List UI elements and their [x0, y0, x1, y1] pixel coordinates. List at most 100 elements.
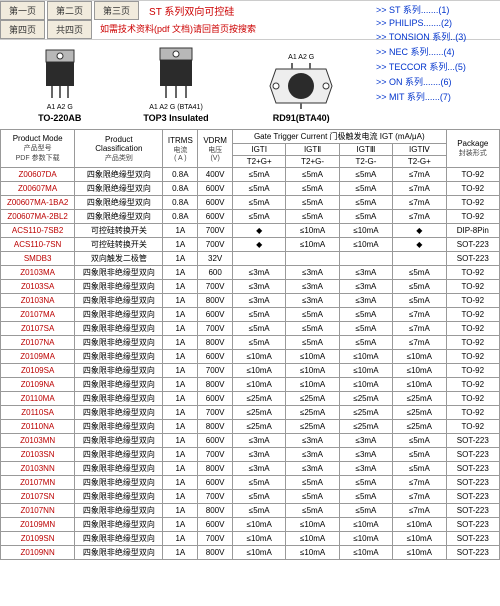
figure-label: RD91(BTA40) [264, 113, 338, 123]
cell: ≤10mA [286, 518, 339, 532]
cell: 1A [163, 448, 198, 462]
nav-tab[interactable]: 第三页 [94, 1, 139, 20]
cell: 可控硅转换开关 [75, 238, 163, 252]
th-classification: ProductClassification产品类别 [75, 130, 163, 168]
cell: 双向触发二极管 [75, 252, 163, 266]
cell: ≤7mA [393, 168, 446, 182]
cell[interactable]: Z0103MA [1, 266, 75, 280]
cell: ≤10mA [339, 350, 392, 364]
cell: 0.8A [163, 210, 198, 224]
cell: TO-92 [446, 294, 499, 308]
cell: ≤7mA [393, 210, 446, 224]
cell[interactable]: Z0110MA [1, 392, 75, 406]
cell[interactable]: ACS110-7SN [1, 238, 75, 252]
cell[interactable]: Z0109MA [1, 350, 75, 364]
cell: ≤5mA [233, 210, 286, 224]
side-link[interactable]: >> TONSION 系列..(3) [376, 29, 496, 44]
cell: TO-92 [446, 420, 499, 434]
side-link[interactable]: >> NEC 系列......(4) [376, 44, 496, 59]
cell[interactable]: Z0107SN [1, 490, 75, 504]
cell[interactable]: Z0107MA [1, 308, 75, 322]
cell[interactable]: Z0107NA [1, 336, 75, 350]
cell: ≤25mA [233, 392, 286, 406]
figure-pins: A1 A2 G (BTA41) [143, 104, 208, 111]
spec-table: Product Mode产品型号PDF 参数下载 ProductClassifi… [0, 129, 500, 560]
cell: 400V [198, 168, 233, 182]
cell[interactable]: Z0109NA [1, 378, 75, 392]
cell: ≤10mA [233, 350, 286, 364]
cell: ≤5mA [233, 182, 286, 196]
side-link[interactable]: >> ON 系列.......(6) [376, 74, 496, 89]
page-title: ST 系列双向可控硅 [141, 1, 242, 20]
cell[interactable]: Z00607MA-1BA2 [1, 196, 75, 210]
cell: ≤25mA [339, 392, 392, 406]
cell: 700V [198, 406, 233, 420]
cell[interactable]: Z0110SA [1, 406, 75, 420]
cell: ≤3mA [286, 462, 339, 476]
cell: ≤5mA [339, 210, 392, 224]
cell[interactable]: Z0103SN [1, 448, 75, 462]
cell: 四象限非绝缘型双向 [75, 308, 163, 322]
cell: 800V [198, 504, 233, 518]
cell: 600V [198, 518, 233, 532]
cell[interactable]: Z0109MN [1, 518, 75, 532]
cell: ≤7mA [393, 182, 446, 196]
table-row: Z0109SA四象限非绝缘型双向1A700V≤10mA≤10mA≤10mA≤10… [1, 364, 500, 378]
side-link[interactable]: >> PHILIPS.......(2) [376, 17, 496, 29]
cell: 1A [163, 434, 198, 448]
side-links: >> ST 系列.......(1)>> PHILIPS.......(2)>>… [376, 2, 496, 104]
cell[interactable]: Z0109NN [1, 546, 75, 560]
cell: ◆ [393, 224, 446, 238]
cell: 四象限非绝缘型双向 [75, 504, 163, 518]
cell[interactable]: Z00607MA [1, 182, 75, 196]
cell: ≤25mA [286, 406, 339, 420]
cell: 600V [198, 350, 233, 364]
cell: ≤5mA [286, 308, 339, 322]
cell[interactable]: Z00607DA [1, 168, 75, 182]
cell[interactable]: Z0110NA [1, 420, 75, 434]
table-row: Z00607MA-1BA2四象限绝缘型双向0.8A600V≤5mA≤5mA≤5m… [1, 196, 500, 210]
cell: 四象限非绝缘型双向 [75, 546, 163, 560]
cell: ≤10mA [339, 378, 392, 392]
cell: 700V [198, 322, 233, 336]
side-link[interactable]: >> MIT 系列......(7) [376, 89, 496, 104]
th-igt3: IGTⅢ [339, 144, 392, 156]
cell[interactable]: Z0107NN [1, 504, 75, 518]
cell: 800V [198, 294, 233, 308]
cell[interactable]: ACS110-7SB2 [1, 224, 75, 238]
cell: 0.8A [163, 182, 198, 196]
cell[interactable]: Z0109SA [1, 364, 75, 378]
figure-rd91: A1 A2 G RD91(BTA40) [264, 54, 338, 123]
nav-tab[interactable]: 共四页 [47, 20, 92, 39]
cell: TO-92 [446, 350, 499, 364]
cell[interactable]: Z00607MA-2BL2 [1, 210, 75, 224]
cell[interactable]: Z0107MN [1, 476, 75, 490]
cell[interactable]: Z0107SA [1, 322, 75, 336]
cell[interactable]: Z0103MN [1, 434, 75, 448]
nav-tab[interactable]: 第一页 [0, 1, 45, 20]
cell: ≤5mA [233, 308, 286, 322]
table-row: Z00607DA四象限绝缘型双向0.8A400V≤5mA≤5mA≤5mA≤7mA… [1, 168, 500, 182]
cell: ≤7mA [393, 336, 446, 350]
nav-tab[interactable]: 第二页 [47, 1, 92, 20]
cell[interactable]: Z0103NN [1, 462, 75, 476]
side-link[interactable]: >> TECCOR 系列...(5) [376, 59, 496, 74]
cell: 四象限非绝缘型双向 [75, 266, 163, 280]
cell[interactable]: Z0103SA [1, 280, 75, 294]
cell: 1A [163, 266, 198, 280]
figure-pins: A1 A2 G [32, 104, 88, 111]
cell: 600V [198, 434, 233, 448]
cell[interactable]: Z0109SN [1, 532, 75, 546]
cell: 800V [198, 378, 233, 392]
cell[interactable]: Z0103NA [1, 294, 75, 308]
cell: 600V [198, 476, 233, 490]
cell: ≤10mA [233, 378, 286, 392]
cell: ≤10mA [286, 238, 339, 252]
nav-tab[interactable]: 第四页 [0, 20, 45, 39]
top-wrap: 第一页第二页第三页 ST 系列双向可控硅 第四页共四页 如需技术资料(pdf 文… [0, 0, 500, 129]
side-link[interactable]: >> ST 系列.......(1) [376, 2, 496, 17]
cell: ≤3mA [339, 434, 392, 448]
cell: 四象限非绝缘型双向 [75, 378, 163, 392]
cell[interactable]: SMDB3 [1, 252, 75, 266]
table-row: Z0103MA四象限非绝缘型双向1A600≤3mA≤3mA≤3mA≤5mATO-… [1, 266, 500, 280]
